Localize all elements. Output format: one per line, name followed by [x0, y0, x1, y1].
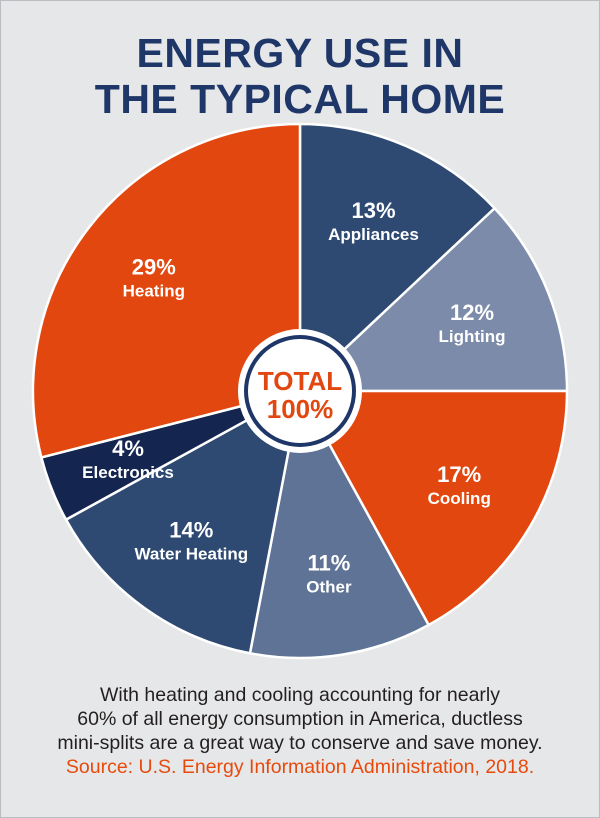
slice-value-cooling: 17%	[437, 462, 481, 487]
center-ring-inner	[248, 339, 352, 443]
slice-label-water-heating: Water Heating	[134, 545, 248, 564]
slice-label-electronics: Electronics	[82, 463, 174, 482]
slice-value-heating: 29%	[132, 255, 176, 280]
slice-label-heating: Heating	[123, 282, 185, 301]
slice-value-electronics: 4%	[112, 436, 144, 461]
slice-value-other: 11%	[307, 551, 350, 576]
center-percent-label: 100%	[267, 394, 334, 424]
pie-slice-water-heating	[64, 389, 302, 655]
slice-label-appliances: Appliances	[328, 225, 419, 244]
slice-label-lighting: Lighting	[438, 327, 505, 346]
pie-slice-lighting	[298, 206, 569, 393]
pie-slice-other	[248, 389, 430, 660]
description-line-3: mini-splits are a great way to conserve …	[57, 732, 543, 754]
source-citation: Source: U.S. Energy Information Administ…	[65, 756, 535, 778]
pie-labels: 13% Appliances 12% Lighting 17% Cooling 11% Oth…	[82, 198, 505, 597]
title-line-2: THE TYPICAL HOME	[94, 76, 506, 122]
center-badge: TOTAL 100%	[238, 329, 362, 453]
description-line-2: 60% of all energy consumption in America…	[77, 708, 523, 730]
slice-label-cooling: Cooling	[428, 489, 491, 508]
slice-value-lighting: 12%	[450, 300, 494, 325]
slice-label-other: Other	[306, 578, 352, 597]
title-line-1: ENERGY USE IN	[136, 30, 464, 76]
pie-slice-cooling	[298, 389, 569, 627]
center-total-label: TOTAL	[258, 366, 342, 396]
pie-slice-appliances	[298, 122, 496, 393]
description: With heating and cooling accounting for …	[0, 683, 600, 779]
page-title: ENERGY USE IN THE TYPICAL HOME	[0, 30, 600, 122]
slice-value-water-heating: 14%	[169, 518, 213, 543]
pie-slice-heating	[31, 122, 302, 459]
description-line-1: With heating and cooling accounting for …	[100, 684, 500, 706]
slice-value-appliances: 13%	[351, 198, 395, 223]
pie-slices	[31, 122, 569, 660]
